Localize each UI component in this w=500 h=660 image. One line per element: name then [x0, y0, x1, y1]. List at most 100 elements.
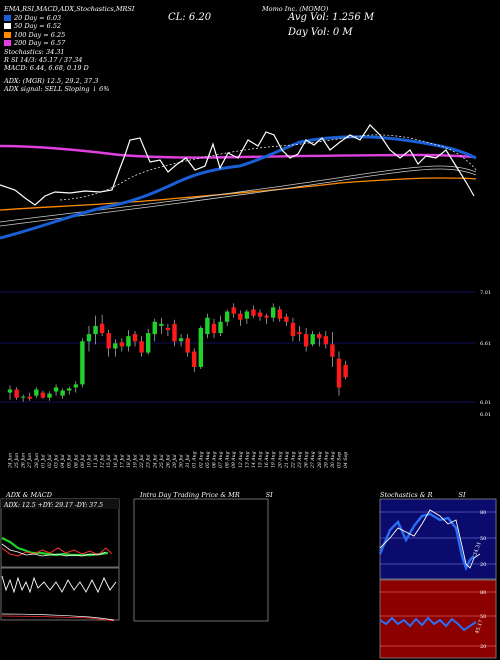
- adx-white-line: [1, 543, 107, 557]
- candle-down: [139, 341, 144, 353]
- stoch-axis-80: 80: [480, 510, 486, 516]
- header-studies: EMA,RSI,MACD,ADX,Stochastics,MRSI: [4, 5, 134, 13]
- candle-up: [310, 334, 315, 345]
- candle-down: [99, 323, 105, 334]
- candle-down: [284, 316, 289, 322]
- candle-down: [132, 334, 138, 342]
- date-axis: 24 Jun 25 Jun 26 Jun 27 Jun 28 Jun 01 Jul 02 J…: [8, 451, 350, 469]
- intraday-panel: [133, 498, 269, 622]
- rsi-value-label: 45.17: [474, 619, 485, 635]
- date-tick-label: 25 Jul: [159, 454, 165, 469]
- candle-up: [198, 327, 204, 367]
- date-tick-label: 31 Jul: [185, 454, 191, 468]
- date-tick-label: 12 Aug: [238, 451, 244, 468]
- header-studies-text: EMA,RSI,MACD,ADX,Stochastics,MRSI: [4, 5, 135, 13]
- ema100-swatch: [4, 31, 11, 38]
- ema100-line: [0, 177, 477, 211]
- legend-item-ema20: 20 Day = 6.03: [4, 14, 109, 22]
- candle-down: [40, 392, 46, 398]
- candle-down: [343, 364, 348, 378]
- date-tick-label: 09 Jul: [80, 454, 86, 468]
- candle-up: [178, 338, 184, 342]
- candle-down: [264, 315, 269, 318]
- date-tick-label: 09 Aug: [231, 451, 237, 468]
- candle-down: [185, 338, 190, 353]
- ema200-line: [0, 144, 476, 159]
- candle-up: [20, 396, 26, 398]
- candle-up: [93, 325, 98, 335]
- date-tick-label: 26 Jul: [165, 454, 171, 469]
- bottom-panels: ADX: 12.5 +DY: 29.17 -DY: 37.5 80 50 20 …: [0, 498, 497, 659]
- adx-panel: ADX: 12.5 +DY: 29.17 -DY: 37.5: [0, 498, 120, 568]
- candle-down: [165, 327, 171, 330]
- date-tick-label: 12 Jul: [100, 454, 106, 468]
- date-tick-label: 27 Jun: [27, 453, 33, 469]
- macd-readout: MACD: 6.44, 6.68, 0.19 D: [4, 64, 89, 73]
- candle-up: [244, 311, 250, 319]
- date-tick-label: 29 Jul: [172, 454, 178, 469]
- date-tick-label: 16 Aug: [264, 451, 270, 468]
- date-tick-label: 11 Jul: [93, 454, 99, 468]
- stoch-d-line: [379, 509, 481, 569]
- candle-up: [34, 389, 39, 396]
- stoch-value-label: 34.31: [472, 541, 483, 557]
- day-volume: Day Vol: 0 M: [288, 27, 353, 38]
- date-tick-label: 19 Jul: [133, 454, 139, 468]
- stoch-panel-title: Stochastics & R SI: [380, 491, 466, 499]
- date-tick-label: 26 Aug: [304, 451, 310, 469]
- main-chart: 24 Jun 25 Jun 26 Jun 27 Jun 28 Jun 01 Jul 02 J…: [0, 124, 491, 469]
- adx-readout: ADX: (MGR) 12.5, 29.2, 37.3: [4, 76, 99, 85]
- candle-down: [290, 322, 296, 337]
- header-partial-title: Momo Inc. (MOMO): [262, 5, 329, 13]
- candle-down: [238, 313, 243, 320]
- candle-up: [67, 388, 72, 391]
- ema50-swatch: [4, 23, 11, 30]
- candle-up: [205, 317, 210, 335]
- date-tick-label: 02 Aug: [198, 451, 204, 468]
- date-tick-label: 05 Jul: [67, 454, 73, 468]
- date-tick-label: 29 Aug: [323, 451, 329, 469]
- candle-down: [303, 334, 309, 347]
- date-tick-label: 04 Sep: [343, 452, 349, 468]
- candle-up: [271, 307, 276, 318]
- stochastics-panel: 80 50 20 34.31: [378, 498, 497, 580]
- date-tick-label: 23 Jul: [146, 454, 152, 469]
- date-tick-label: 28 Aug: [317, 451, 323, 469]
- ema200-swatch: [4, 40, 11, 47]
- candle-down: [172, 323, 177, 342]
- date-tick-label: 08 Jul: [73, 454, 79, 468]
- date-tick-label: 22 Jul: [139, 454, 145, 469]
- adx-signal: ADX signal: SELL Sloping ↓ 6%: [4, 85, 110, 94]
- date-tick-label: 03 Sep: [337, 452, 343, 468]
- price-line: [0, 124, 475, 206]
- rsi-readout: R SI 14/3: 45.17 / 37.34: [4, 56, 83, 65]
- date-tick-label: 27 Aug: [310, 451, 316, 469]
- date-tick-label: 19 Aug: [271, 451, 277, 468]
- date-tick-label: 25 Jun: [14, 453, 20, 469]
- candle-down: [106, 333, 111, 349]
- legend-item-ema50: 50 Day = 6.52: [4, 22, 109, 30]
- rsi-panel: 80 50 20 45.17: [379, 579, 497, 659]
- candle-down: [336, 358, 342, 388]
- date-tick-label: 28 Jun: [34, 453, 40, 469]
- candle-down: [192, 351, 197, 367]
- candle-up: [7, 389, 13, 393]
- candle-down: [14, 389, 19, 398]
- candle-up: [80, 341, 85, 385]
- signal-line: [59, 134, 477, 201]
- ema50-band-b: [0, 168, 477, 227]
- date-tick-label: 07 Aug: [218, 451, 224, 468]
- stoch-axis-50: 50: [480, 536, 486, 542]
- intraday-panel-title: Intra Day Trading Price & MR SI: [140, 491, 273, 499]
- macd-line: [1, 613, 115, 621]
- date-tick-label: 26 Jun: [21, 453, 27, 469]
- date-tick-label: 30 Jul: [179, 454, 185, 468]
- date-tick-label: 06 Aug: [211, 451, 217, 468]
- legend-item-ema100: 100 Day = 6.25: [4, 31, 109, 39]
- candle-down: [257, 312, 263, 317]
- candle-up: [47, 393, 52, 398]
- date-tick-label: 17 Jul: [119, 454, 125, 468]
- date-tick-label: 10 Jul: [86, 454, 92, 468]
- date-tick-label: 14 Aug: [251, 451, 257, 468]
- ema20-swatch: [4, 15, 11, 21]
